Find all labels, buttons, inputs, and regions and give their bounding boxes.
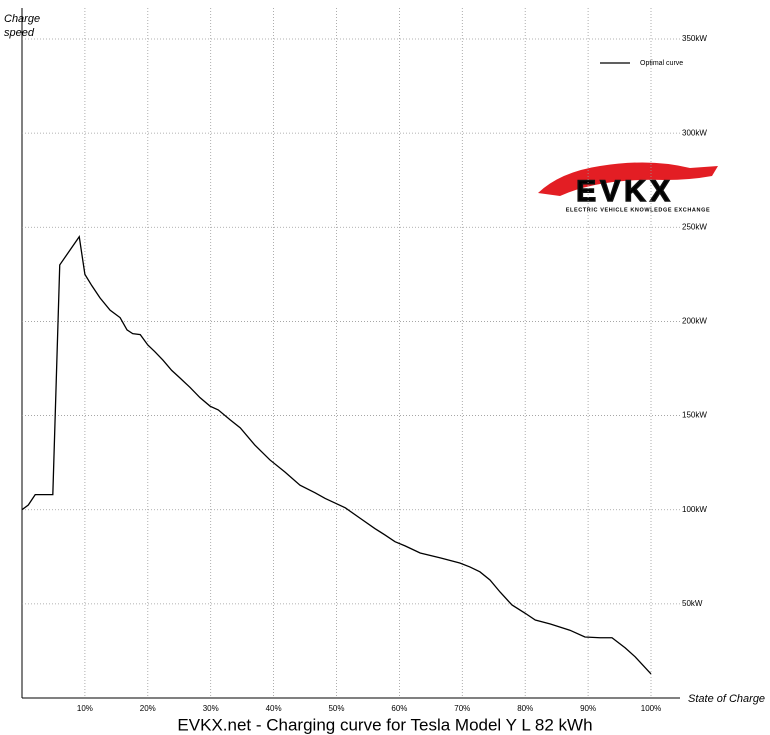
x-tick-label: 100%: [641, 704, 661, 713]
logo-text: EVKX: [576, 175, 674, 208]
x-tick-label: 30%: [203, 704, 219, 713]
chart-title: EVKX.net - Charging curve for Tesla Mode…: [177, 715, 592, 734]
logo-tagline: ELECTRIC VEHICLE KNOWLEDGE EXCHANGE: [566, 207, 710, 213]
x-tick-label: 80%: [517, 704, 533, 713]
legend-label: Optimal curve: [640, 60, 683, 67]
y-tick-label: 150kW: [682, 411, 707, 420]
y-axis-title: Charge speed: [4, 13, 41, 39]
x-tick-label: 50%: [328, 704, 344, 713]
y-tick-label: 250kW: [682, 222, 707, 231]
x-tick-label: 10%: [77, 704, 93, 713]
y-tick-label: 300kW: [682, 128, 707, 137]
x-tick-label: 40%: [266, 704, 282, 713]
x-tick-label: 70%: [454, 704, 470, 713]
x-axis-title: State of Charge: [688, 693, 765, 705]
y-tick-label: 200kW: [682, 317, 707, 326]
x-tick-label: 90%: [580, 704, 596, 713]
y-tick-label: 350kW: [682, 34, 707, 43]
logo: EVKX ELECTRIC VEHICLE KNOWLEDGE EXCHANGE: [538, 162, 718, 213]
y-tick-label: 50kW: [682, 599, 703, 608]
x-tick-label: 20%: [140, 704, 156, 713]
line-series: [21, 234, 652, 675]
logo-car: [538, 162, 718, 196]
y-tick-label: 100kW: [682, 505, 707, 514]
x-tick-label: 60%: [391, 704, 407, 713]
